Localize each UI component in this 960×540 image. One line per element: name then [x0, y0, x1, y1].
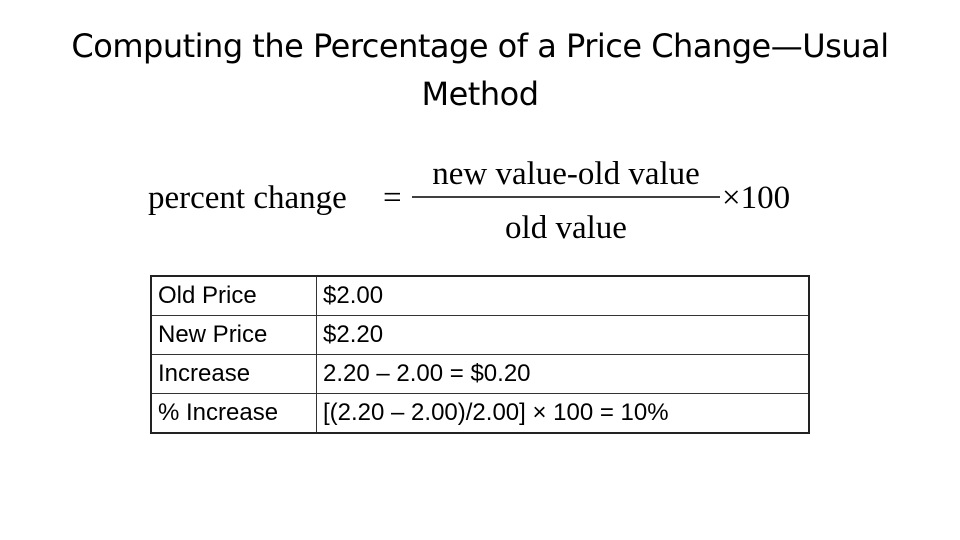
row-label: Old Price — [150, 275, 317, 316]
values-table: Old Price $2.00 New Price $2.20 Increase 2.20… — [150, 275, 810, 434]
row-value: [(2.20 – 2.00)/2.00] × 100 = 10% — [316, 393, 810, 434]
formula-numerator: new value-old value — [432, 156, 700, 192]
table-row: % Increase [(2.20 – 2.00)/2.00] × 100 = 1… — [150, 393, 810, 434]
formula-denominator: old value — [505, 210, 627, 246]
formula-multiplier: ×100 — [722, 180, 790, 216]
row-value: $2.00 — [316, 275, 810, 316]
table-row: New Price $2.20 — [150, 315, 810, 355]
formula: percent change = new value-old value old… — [148, 156, 790, 246]
row-value: 2.20 – 2.00 = $0.20 — [316, 354, 810, 394]
formula-equals: = — [383, 180, 402, 216]
row-label: % Increase — [150, 393, 317, 434]
row-label: Increase — [150, 354, 317, 394]
table-row: Increase 2.20 – 2.00 = $0.20 — [150, 354, 810, 394]
formula-lhs: percent change — [148, 180, 347, 216]
row-value: $2.20 — [316, 315, 810, 355]
table-row: Old Price $2.00 — [150, 275, 810, 316]
row-label: New Price — [150, 315, 317, 355]
slide-title: Computing the Percentage of a Price Chan… — [71, 27, 889, 113]
